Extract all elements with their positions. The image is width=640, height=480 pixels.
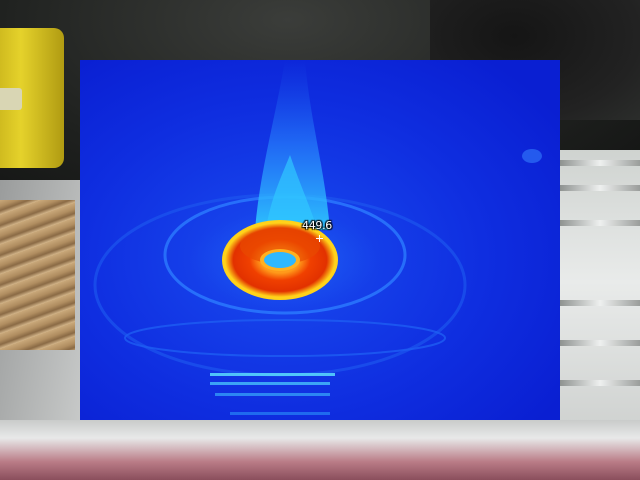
thermal-image-overlay: 449.6: [80, 60, 560, 420]
spot-temperature-readout: 449.6: [302, 219, 332, 232]
hotspot-blob: [522, 149, 542, 163]
reflection-line: [230, 412, 330, 415]
reflection-line: [210, 382, 330, 385]
background-rib: [560, 340, 640, 346]
spot-crosshair-icon: [316, 235, 323, 242]
background-yellow-device: [0, 28, 64, 168]
background-device-label: [0, 88, 22, 110]
background-rib: [560, 300, 640, 306]
reflection-line: [215, 393, 330, 396]
flame-plume: [255, 60, 330, 230]
background-counter-edge: [0, 420, 640, 480]
burner-hole: [264, 252, 296, 268]
flame-core: [265, 155, 320, 238]
reflection-line: [210, 373, 335, 376]
background-rib: [560, 380, 640, 386]
background-cloth: [0, 200, 75, 350]
background-rib: [560, 160, 640, 166]
burner-cap: [240, 228, 320, 264]
background-rib: [560, 185, 640, 191]
background-rib: [560, 220, 640, 226]
reflection-arc: [124, 319, 446, 357]
thermal-heatmap: [80, 60, 560, 420]
